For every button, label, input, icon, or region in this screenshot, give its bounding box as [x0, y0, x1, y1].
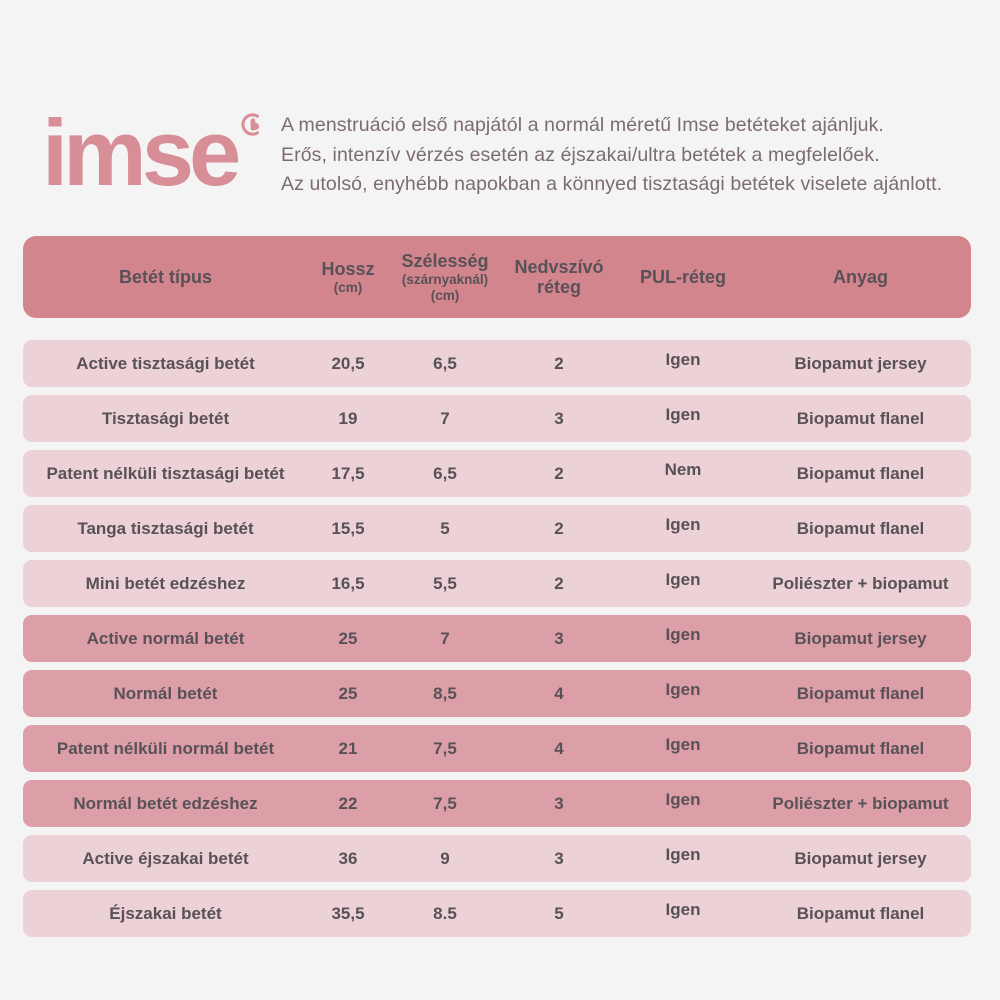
cell-absorbent-layers: 4	[554, 683, 564, 703]
cell-material: Biopamut jersey	[794, 628, 927, 648]
cell-material: Biopamut jersey	[794, 848, 927, 868]
cell-absorbent-layers: 3	[554, 793, 564, 813]
cell-pad-name: Tanga tisztasági betét	[77, 518, 254, 538]
column-header-nedvszivo-reteg: Nedvszívó réteg	[514, 257, 604, 297]
table-row: Active tisztasági betét 20,5 6,5 2 Igen …	[23, 340, 971, 387]
cell-pad-name: Patent nélküli tisztasági betét	[46, 463, 285, 483]
cell-material: Biopamut flanel	[796, 903, 925, 923]
intro-line-1: A menstruáció első napjától a normál mér…	[281, 114, 884, 136]
cell-length: 36	[338, 848, 358, 868]
cell-pad-name: Normál betét edzéshez	[73, 793, 258, 813]
table-row: Patent nélküli normál betét 21 7,5 4 Ige…	[23, 725, 971, 772]
cell-length: 22	[338, 793, 358, 813]
cell-material: Biopamut flanel	[796, 738, 925, 758]
cell-pul-layer: Igen	[665, 404, 701, 424]
cell-pul-layer: Igen	[665, 899, 701, 919]
cell-width: 9	[440, 848, 450, 868]
table-row: Normál betét 25 8,5 4 Igen Biopamut flan…	[23, 670, 971, 717]
cell-absorbent-layers: 2	[554, 463, 564, 483]
cell-absorbent-layers: 3	[554, 628, 564, 648]
cell-pul-layer: Igen	[665, 624, 701, 644]
cell-width: 7,5	[433, 738, 457, 758]
cell-length: 17,5	[331, 463, 365, 483]
cell-pad-name: Patent nélküli normál betét	[56, 738, 275, 758]
cell-material: Poliészter + biopamut	[772, 573, 949, 593]
cell-pul-layer: Igen	[665, 349, 701, 369]
cell-width: 6,5	[433, 353, 457, 373]
cell-pad-name: Mini betét edzéshez	[85, 573, 246, 593]
cell-width: 7	[440, 628, 450, 648]
cell-pul-layer: Igen	[665, 789, 701, 809]
cell-pul-layer: Nem	[664, 459, 702, 479]
table-row: Éjszakai betét 35,5 8.5 5 Igen Biopamut …	[23, 890, 971, 937]
cell-width: 8,5	[433, 683, 457, 703]
table-row: Mini betét edzéshez 16,5 5,5 2 Igen Poli…	[23, 560, 971, 607]
cell-absorbent-layers: 4	[554, 738, 564, 758]
cell-material: Poliészter + biopamut	[772, 793, 949, 813]
column-header-szelesseg: Szélesség (szárnyaknál) (cm)	[401, 251, 489, 303]
cell-width: 5	[440, 518, 450, 538]
brand-logo-text: imse	[42, 100, 241, 205]
cell-length: 15,5	[331, 518, 365, 538]
cell-absorbent-layers: 3	[554, 408, 564, 428]
cell-material: Biopamut flanel	[796, 463, 925, 483]
cell-length: 21	[338, 738, 358, 758]
cell-length: 20,5	[331, 353, 365, 373]
table-row: Patent nélküli tisztasági betét 17,5 6,5…	[23, 450, 971, 497]
table-row: Tanga tisztasági betét 15,5 5 2 Igen Bio…	[23, 505, 971, 552]
cell-absorbent-layers: 3	[554, 848, 564, 868]
cell-absorbent-layers: 2	[554, 518, 564, 538]
cell-length: 25	[338, 628, 358, 648]
cell-absorbent-layers: 2	[554, 573, 564, 593]
cell-length: 35,5	[331, 903, 365, 923]
cell-pul-layer: Igen	[665, 679, 701, 699]
column-header-pul-reteg: PUL-réteg	[639, 267, 726, 287]
table-row: Normál betét edzéshez 22 7,5 3 Igen Poli…	[23, 780, 971, 827]
cell-absorbent-layers: 2	[554, 353, 564, 373]
cell-pad-name: Active normál betét	[86, 628, 245, 648]
table-row: Active éjszakai betét 36 9 3 Igen Biopam…	[23, 835, 971, 882]
cell-length: 25	[338, 683, 358, 703]
cell-material: Biopamut flanel	[796, 518, 925, 538]
cell-width: 7,5	[433, 793, 457, 813]
column-header-anyag: Anyag	[832, 267, 888, 287]
table-row: Tisztasági betét 19 7 3 Igen Biopamut fl…	[23, 395, 971, 442]
cell-pul-layer: Igen	[665, 844, 701, 864]
imse-trademark-icon	[240, 111, 267, 143]
cell-pad-name: Éjszakai betét	[109, 903, 222, 923]
cell-material: Biopamut jersey	[794, 353, 927, 373]
intro-text: A menstruáció első napjától a normál mér…	[281, 111, 942, 200]
cell-pad-name: Tisztasági betét	[101, 408, 230, 428]
cell-pad-name: Active éjszakai betét	[82, 848, 249, 868]
cell-material: Biopamut flanel	[796, 683, 925, 703]
cell-material: Biopamut flanel	[796, 408, 925, 428]
cell-width: 6,5	[433, 463, 457, 483]
intro-line-3: Az utolsó, enyhébb napokban a könnyed ti…	[281, 173, 943, 195]
cell-pad-name: Normál betét	[113, 683, 218, 703]
column-header-betet-tipus: Betét típus	[118, 267, 212, 287]
pads-size-table: Betét típus Hossz (cm) Szélesség (szárny…	[23, 236, 971, 937]
cell-pul-layer: Igen	[665, 734, 701, 754]
cell-length: 16,5	[331, 573, 365, 593]
cell-width: 8.5	[433, 903, 457, 923]
intro-line-2: Erős, intenzív vérzés esetén az éjszakai…	[281, 143, 880, 166]
cell-width: 5,5	[433, 573, 457, 593]
cell-absorbent-layers: 5	[554, 903, 564, 923]
table-row: Active normál betét 25 7 3 Igen Biopamut…	[23, 615, 971, 662]
table-header-row: Betét típus Hossz (cm) Szélesség (szárny…	[23, 236, 971, 318]
column-header-hossz: Hossz (cm)	[321, 259, 375, 295]
cell-pad-name: Active tisztasági betét	[76, 353, 255, 373]
brand-logo: imse	[42, 103, 267, 203]
cell-pul-layer: Igen	[665, 569, 701, 589]
cell-pul-layer: Igen	[665, 514, 701, 534]
cell-width: 7	[440, 408, 450, 428]
cell-length: 19	[338, 408, 358, 428]
